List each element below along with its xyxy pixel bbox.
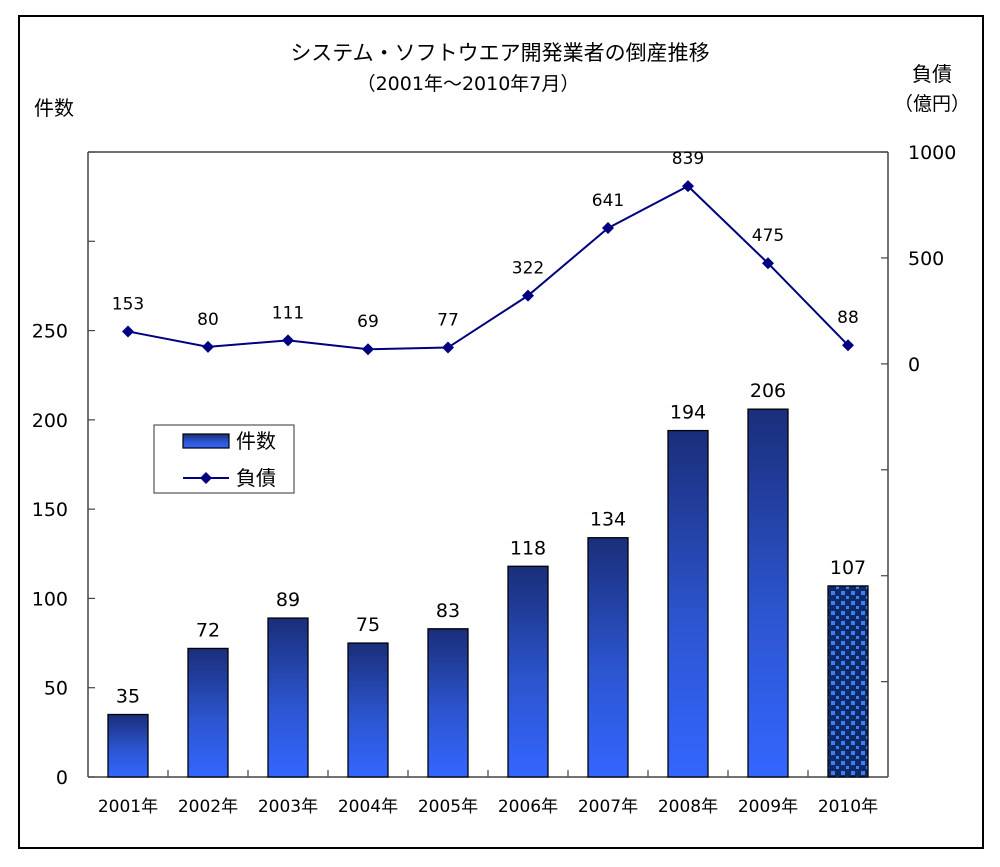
bar-value-label: 206 (750, 380, 786, 402)
debt-marker (282, 334, 294, 347)
debt-marker (522, 289, 534, 302)
bar-value-label: 35 (116, 686, 140, 708)
debt-value-label: 77 (437, 311, 459, 331)
legend-diamond-marker (200, 472, 212, 484)
x-tick-label: 2004年 (338, 797, 398, 817)
x-tick-label: 2009年 (738, 797, 798, 817)
debt-value-label: 88 (837, 308, 859, 328)
legend-bar-swatch (182, 433, 230, 449)
debt-value-label: 69 (357, 312, 379, 332)
right-tick-label: 1000 (908, 142, 956, 164)
debt-value-label: 475 (752, 226, 784, 246)
debt-value-label: 80 (197, 310, 219, 330)
bar (347, 642, 389, 778)
x-tick-label: 2008年 (658, 797, 718, 817)
x-tick-label: 2003年 (258, 797, 318, 817)
left-tick-label: 150 (32, 499, 68, 521)
bar-value-label: 75 (356, 614, 380, 636)
bar-value-label: 72 (196, 619, 220, 641)
legend-label-count: 件数 (236, 429, 276, 453)
debt-marker (122, 325, 134, 338)
debt-marker (362, 343, 374, 356)
left-tick-label: 0 (56, 767, 68, 789)
bar (107, 713, 149, 778)
debt-value-label: 111 (272, 303, 304, 323)
left-axis-label: 件数 (34, 96, 74, 120)
debt-marker (842, 339, 854, 352)
bar-value-label: 118 (510, 537, 546, 559)
bar (827, 585, 869, 778)
plot-area: 0 50 100 150 200 250 0 500 1000 35 72 89 75 83 118 134 1… (32, 142, 957, 817)
chart-title: システム・ソフトウエア開発業者の倒産推移 (290, 41, 709, 65)
x-tick-label: 2007年 (578, 797, 638, 817)
debt-line (127, 184, 849, 351)
x-tick-label: 2001年 (98, 797, 158, 817)
right-tick-label: 500 (908, 248, 944, 270)
right-tick-label: 0 (908, 354, 920, 376)
x-tick-label: 2010年 (818, 797, 878, 817)
bar (667, 429, 709, 778)
right-axis-label: 負債 (912, 62, 952, 86)
x-tick-label: 2002年 (178, 797, 238, 817)
chart-frame (18, 15, 984, 849)
bar-value-label: 134 (590, 509, 626, 531)
debt-marker (682, 180, 694, 193)
x-tick-label: 2006年 (498, 797, 558, 817)
left-tick-label: 100 (32, 588, 68, 610)
bar-value-label: 194 (670, 402, 706, 424)
bar (747, 408, 789, 778)
right-axis-unit: （億円） (894, 93, 970, 115)
bar (587, 537, 629, 778)
bar-value-label: 83 (436, 600, 460, 622)
chart-subtitle: （2001年～2010年7月） (357, 73, 580, 95)
bar (427, 628, 469, 778)
debt-marker (202, 340, 214, 353)
debt-value-label: 641 (592, 191, 624, 211)
legend: 件数 負債 (153, 424, 295, 494)
x-tick-label: 2005年 (418, 797, 478, 817)
debt-marker (442, 341, 454, 354)
left-tick-label: 50 (44, 678, 68, 700)
left-tick-label: 250 (32, 321, 68, 343)
legend-label-debt: 負債 (236, 466, 276, 490)
debt-marker (762, 257, 774, 270)
bar-value-label: 89 (276, 589, 300, 611)
debt-value-label: 322 (512, 259, 544, 279)
debt-marker (602, 222, 614, 235)
bar (187, 647, 229, 778)
debt-value-label: 153 (112, 294, 144, 314)
bar (267, 617, 309, 778)
bar-value-label: 107 (830, 557, 866, 579)
bar (507, 565, 549, 778)
left-tick-label: 200 (32, 410, 68, 432)
legend-box (153, 424, 295, 494)
debt-value-label: 839 (672, 149, 704, 169)
